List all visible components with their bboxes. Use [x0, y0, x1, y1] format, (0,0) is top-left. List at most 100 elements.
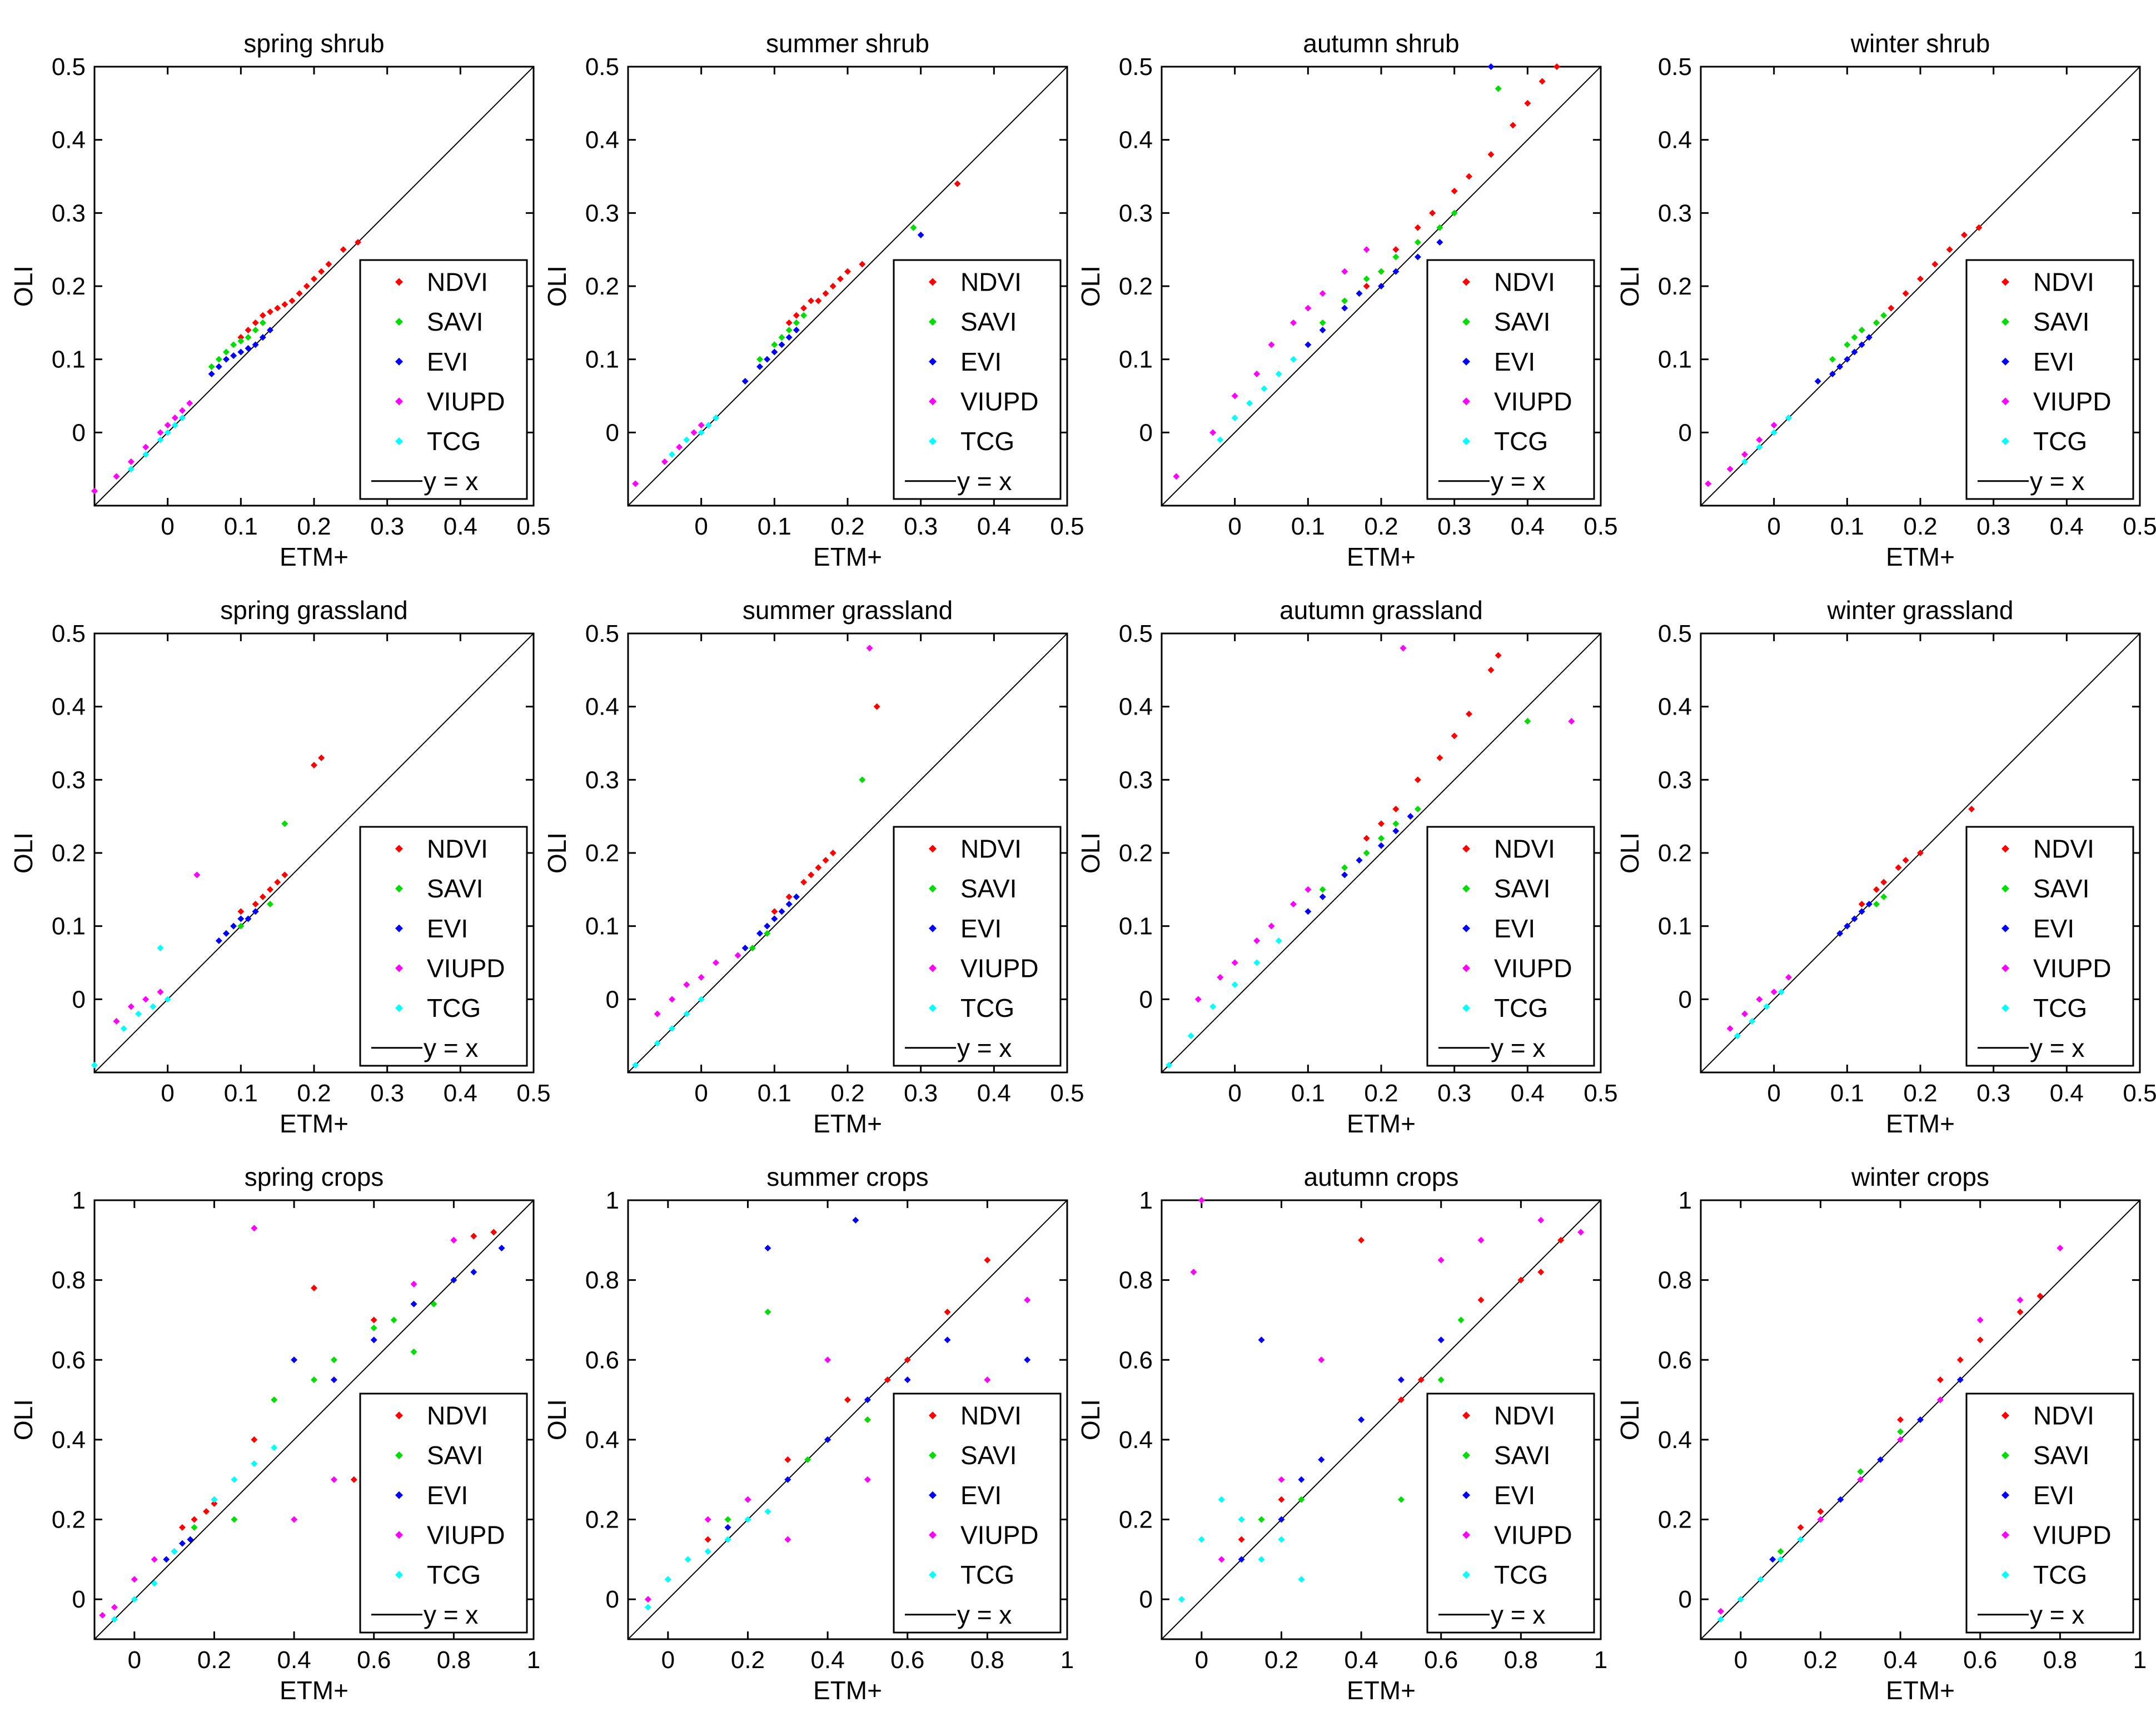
x-tick-label: 0.2: [731, 1646, 765, 1674]
data-point-evi: [824, 1436, 831, 1443]
x-axis-label: ETM+: [1347, 1676, 1416, 1705]
data-point-evi: [1844, 922, 1851, 930]
data-point-tcg: [1797, 1536, 1804, 1543]
data-point-evi: [215, 363, 222, 370]
data-point-ndvi: [873, 703, 880, 710]
legend-marker-savi: [395, 885, 403, 893]
x-tick-label: 0: [1228, 513, 1241, 540]
legend-marker-evi: [395, 1491, 403, 1499]
x-tick-label: 0.5: [1584, 1080, 1617, 1107]
legend-marker-tcg: [2001, 437, 2009, 446]
x-tick-label: 0.4: [444, 513, 477, 540]
data-point-evi: [1304, 908, 1312, 915]
y-tick-label: 0.5: [1658, 620, 1692, 647]
data-point-viupd: [676, 443, 683, 451]
data-point-viupd: [1217, 974, 1224, 981]
x-tick-label: 1: [2133, 1646, 2147, 1674]
legend-marker-ndvi: [1462, 845, 1470, 853]
chart-title: winter shrub: [1850, 29, 1990, 58]
legend-label-viupd: VIUPD: [427, 387, 505, 416]
x-tick-label: 0.4: [977, 1080, 1011, 1107]
x-tick-label: 0: [128, 1646, 141, 1674]
legend-label-ndvi: NDVI: [960, 1401, 1022, 1430]
data-point-ndvi: [1895, 864, 1902, 871]
data-point-tcg: [1209, 1003, 1217, 1010]
chart-title: winter crops: [1851, 1162, 1989, 1191]
legend-marker-savi: [1462, 318, 1470, 326]
x-tick-label: 0.6: [1963, 1646, 1997, 1674]
data-point-tcg: [1166, 1061, 1173, 1069]
y-tick-label: 0.4: [1119, 693, 1153, 721]
data-point-viupd: [1936, 1396, 1944, 1404]
data-point-viupd: [151, 1556, 158, 1563]
x-tick-label: 0.5: [516, 1080, 550, 1107]
data-point-evi: [330, 1376, 337, 1384]
y-tick-label: 0.2: [52, 273, 86, 300]
data-point-savi: [1363, 275, 1370, 282]
data-point-evi: [1392, 827, 1400, 835]
data-point-tcg: [1258, 1556, 1265, 1563]
data-point-savi: [1414, 239, 1421, 246]
data-point-viupd: [1209, 429, 1217, 436]
y-tick-label: 0.5: [52, 53, 86, 81]
legend-marker-viupd: [929, 397, 937, 406]
legend-label-ndvi: NDVI: [1494, 834, 1555, 863]
data-point-viupd: [410, 1280, 417, 1287]
data-point-viupd: [113, 473, 120, 480]
data-point-ndvi: [1278, 1496, 1285, 1503]
data-point-evi: [259, 334, 266, 341]
legend-marker-tcg: [395, 1571, 403, 1579]
reference-line-y-equals-x: [1161, 1200, 1601, 1640]
reference-line-y-equals-x: [628, 1200, 1068, 1640]
x-tick-label: 0.6: [1424, 1646, 1458, 1674]
data-point-savi: [1457, 1316, 1465, 1324]
data-point-evi: [1858, 341, 1865, 348]
data-point-tcg: [1757, 1576, 1764, 1583]
data-point-tcg: [664, 1576, 671, 1583]
data-point-evi: [1238, 1556, 1245, 1563]
data-point-evi: [756, 363, 763, 370]
data-point-evi: [1837, 1496, 1844, 1503]
data-point-ndvi: [1510, 122, 1516, 129]
legend-label-tcg: TCG: [960, 427, 1014, 456]
data-point-savi: [1392, 253, 1400, 261]
legend-label-savi: SAVI: [2033, 307, 2089, 336]
data-point-savi: [1829, 356, 1836, 363]
data-point-evi: [771, 915, 778, 922]
data-point-ndvi: [325, 261, 332, 268]
y-tick-label: 0: [1139, 1586, 1153, 1613]
legend-marker-evi: [2001, 1491, 2009, 1499]
data-point-viupd: [1231, 392, 1238, 400]
legend-label-viupd: VIUPD: [427, 1520, 505, 1549]
x-tick-label: 0.2: [1903, 1080, 1937, 1107]
data-point-viupd: [1568, 718, 1575, 725]
data-point-savi: [749, 945, 756, 952]
data-point-savi: [267, 901, 273, 908]
data-point-evi: [291, 1356, 298, 1364]
legend-label-tcg: TCG: [2033, 427, 2087, 456]
x-tick-label: 0.4: [1884, 1646, 1918, 1674]
y-tick-label: 0.4: [1658, 693, 1692, 721]
data-point-viupd: [2057, 1245, 2064, 1252]
data-point-evi: [1487, 63, 1495, 70]
legend-marker-tcg: [1462, 1004, 1470, 1012]
data-point-viupd: [1437, 1256, 1445, 1264]
legend-marker-tcg: [929, 437, 937, 446]
legend-marker-ndvi: [2001, 1411, 2009, 1420]
y-tick-label: 1: [1139, 1187, 1153, 1214]
legend-label-evi: EVI: [427, 914, 468, 943]
data-point-viupd: [1976, 1316, 1984, 1324]
data-point-ndvi: [1917, 850, 1924, 856]
x-tick-label: 0.4: [1345, 1646, 1378, 1674]
legend-label-evi: EVI: [1494, 914, 1535, 943]
data-point-savi: [800, 312, 807, 319]
y-tick-label: 0.4: [585, 1426, 619, 1454]
legend-label-evi: EVI: [1494, 1481, 1535, 1510]
data-point-ndvi: [318, 754, 325, 761]
data-point-evi: [410, 1300, 417, 1307]
x-axis-label: ETM+: [813, 1676, 882, 1705]
y-tick-label: 0.4: [1658, 127, 1692, 154]
data-point-viupd: [330, 1476, 337, 1483]
data-point-evi: [267, 327, 273, 333]
data-point-viupd: [1194, 996, 1202, 1003]
